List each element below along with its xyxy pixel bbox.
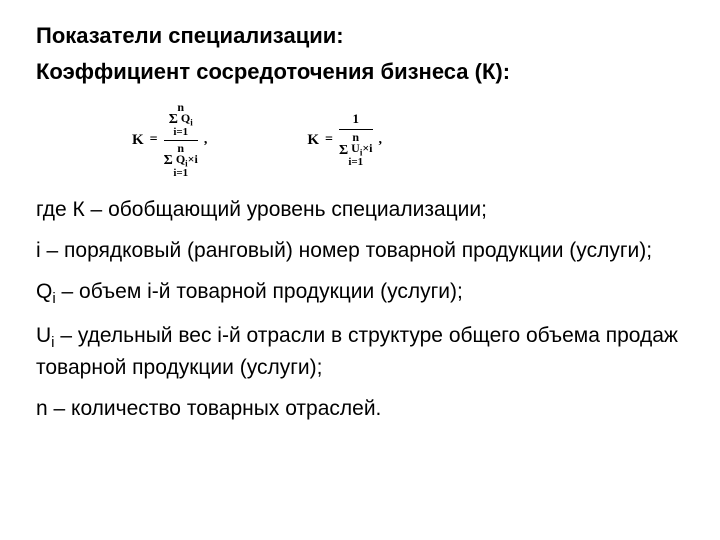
formula-right: K = 1 n Σ Ui×i i=1 , [307,112,382,167]
formula-left-fraction: n Σ Qi i=1 n Σ Qi×i i=1 [164,102,198,179]
definition-n: n – количество товарных отраслей. [36,395,684,424]
formula-left-numerator: n Σ Qi i=1 [169,102,193,138]
formula-left-lhs: K [132,132,144,149]
definition-qi: Qi – объем i-й товарной продукции (услуг… [36,278,684,310]
sum-term: Qi [181,113,193,127]
formulas-row: K = n Σ Qi i=1 n Σ Qi×i [132,102,684,179]
definition-k: где К – обобщающий уровень специализации… [36,196,684,225]
formula-right-fraction: 1 n Σ Ui×i i=1 [339,112,373,167]
sigma-icon: Σ [339,144,348,157]
formula-right-denominator: n Σ Ui×i i=1 [339,132,373,168]
definition-i: i – порядковый (ранговый) номер товарной… [36,237,684,266]
definition-ui: Ui – удельный вес i-й отрасли в структур… [36,322,684,383]
equals-sign: = [150,132,158,148]
formula-right-numerator: 1 [353,112,360,127]
sum-lower: i=1 [173,127,188,137]
sigma-icon: Σ [169,113,178,126]
comma: , [379,132,383,148]
sum-lower: i=1 [348,157,363,167]
sigma-icon: Σ [164,154,173,167]
sum-term: Qi×i [176,154,198,168]
heading: Показатели специализации: [36,20,684,52]
sum-term: Ui×i [351,143,372,157]
formula-right-lhs: K [307,132,319,149]
sum-lower: i=1 [173,168,188,178]
equals-sign: = [325,132,333,148]
formula-left-denominator: n Σ Qi×i i=1 [164,143,198,179]
subheading: Коэффициент сосредоточения бизнеса (К): [36,56,684,88]
comma: , [204,132,208,148]
formula-left: K = n Σ Qi i=1 n Σ Qi×i [132,102,207,179]
